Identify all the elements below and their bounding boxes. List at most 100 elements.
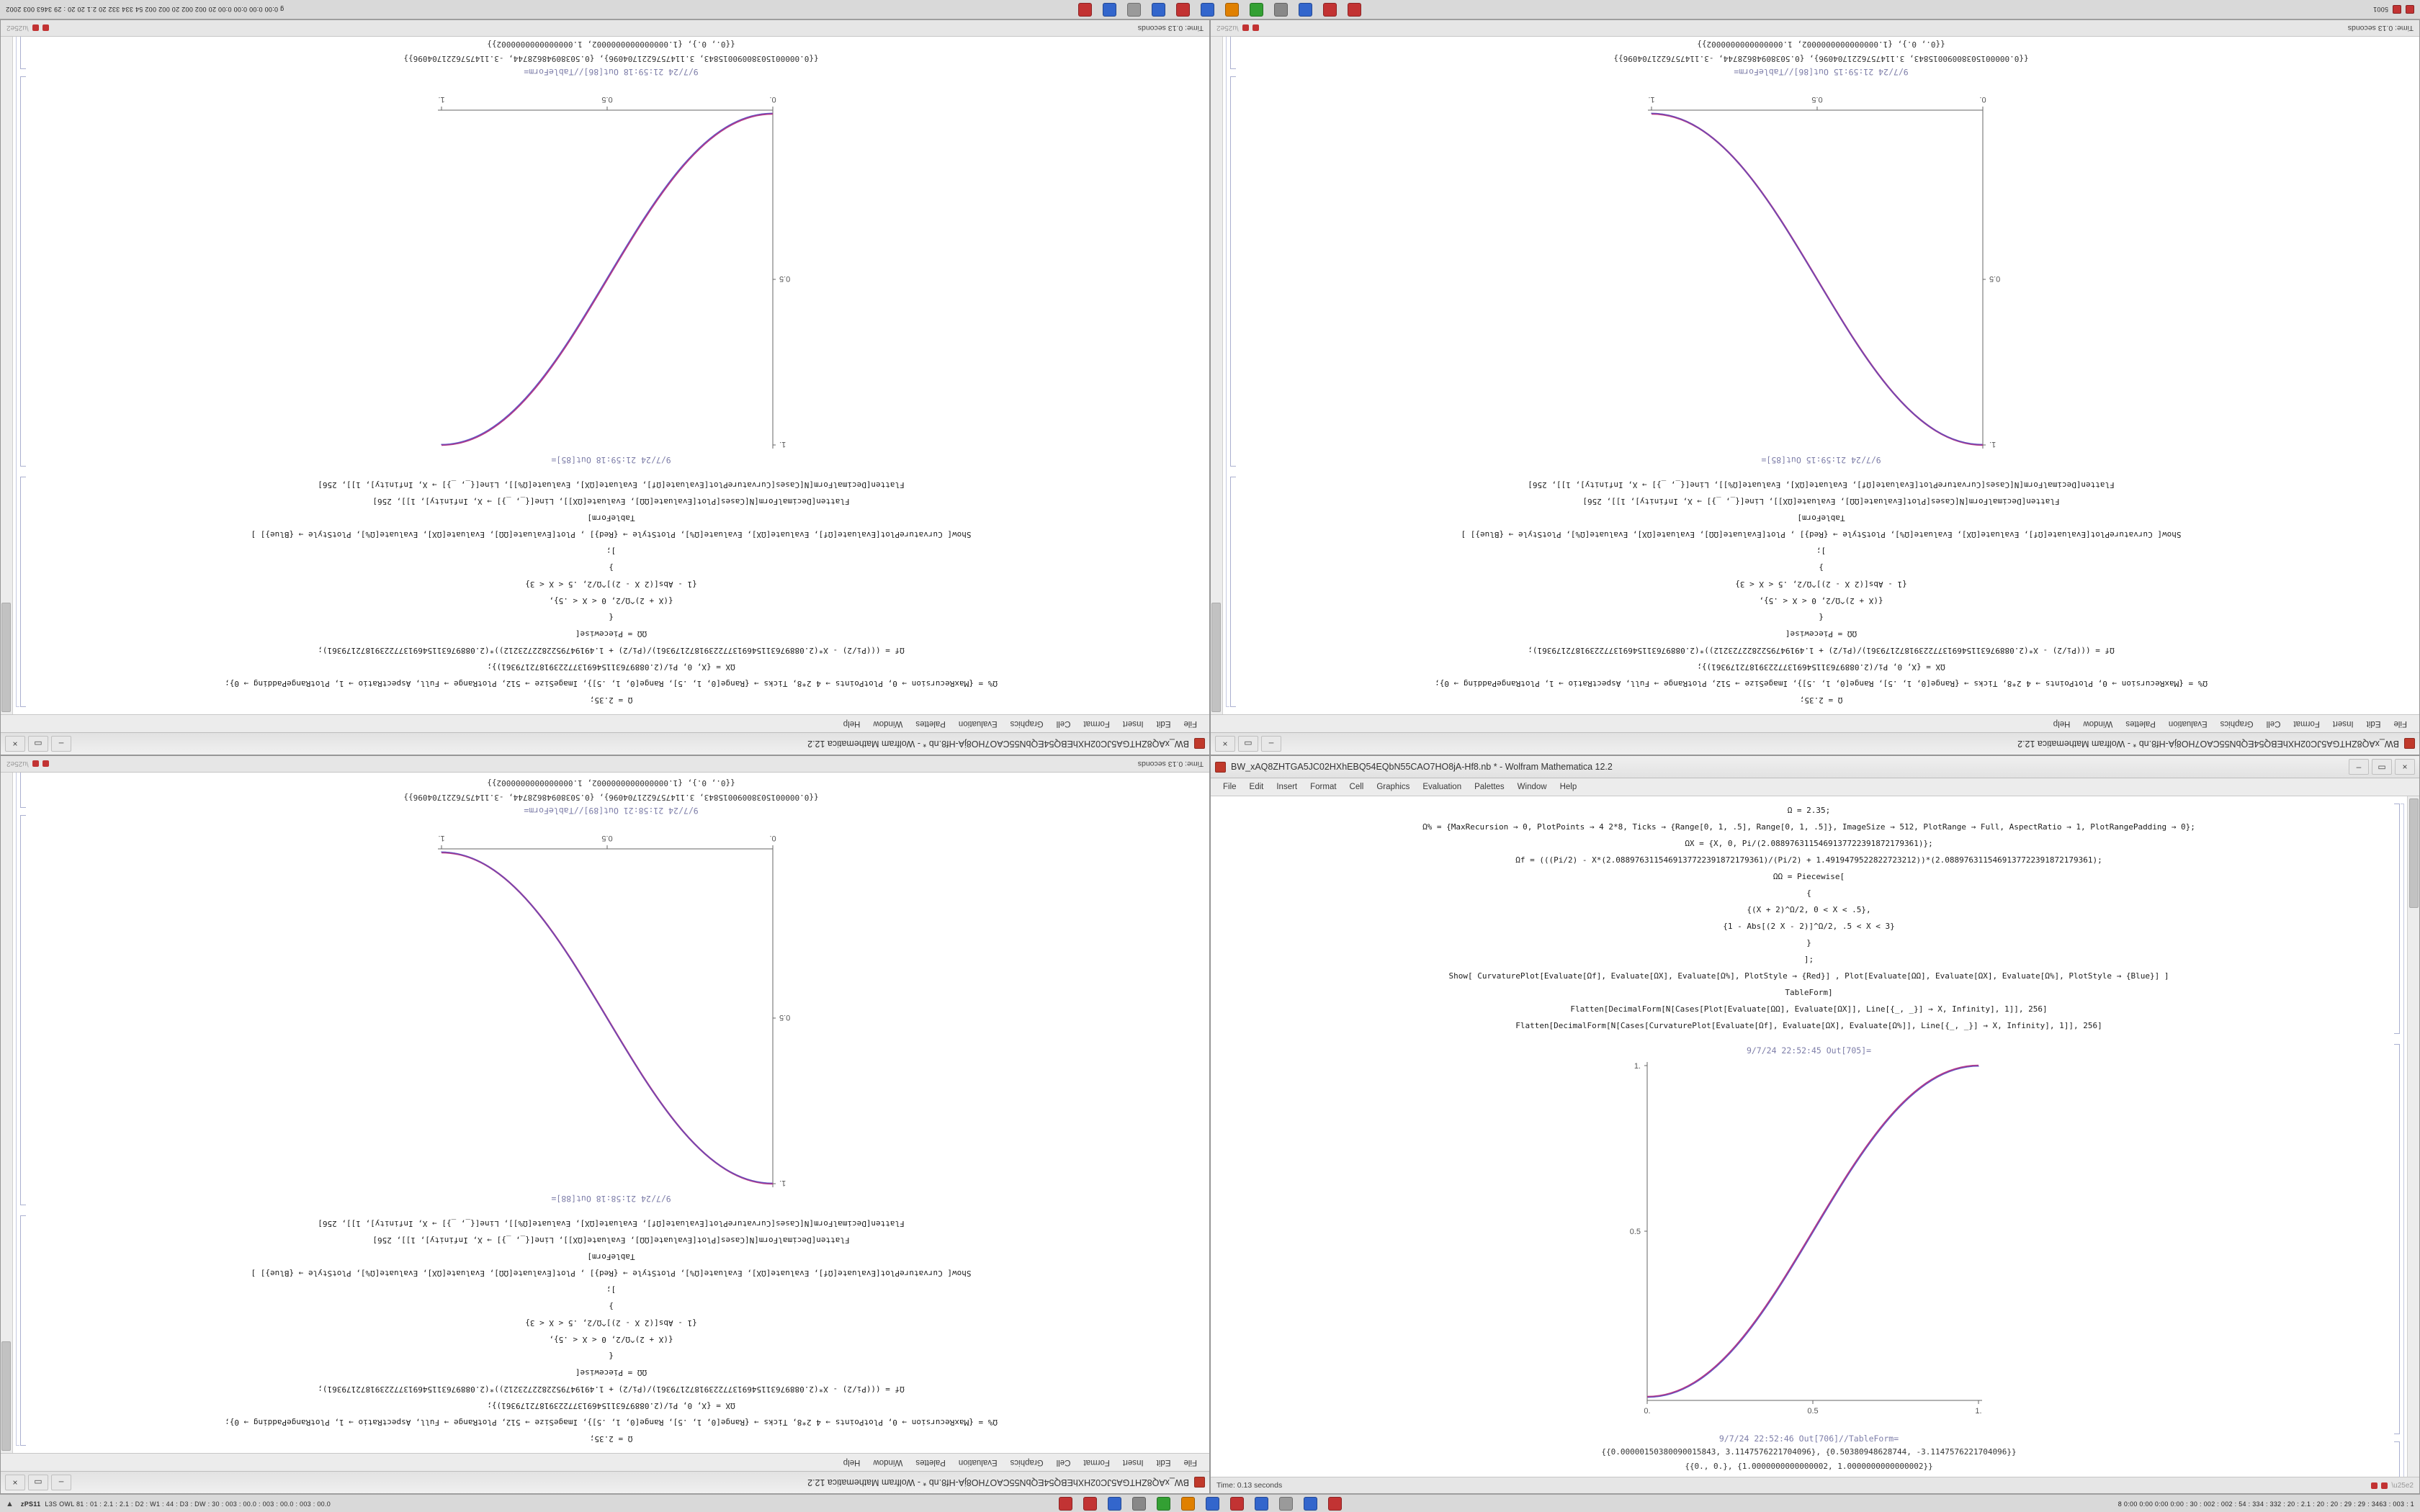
taskbar-app-icon[interactable]: [1083, 1497, 1097, 1511]
menu-item[interactable]: Insert: [1122, 1458, 1144, 1467]
menu-item[interactable]: Cell: [1349, 783, 1364, 791]
close-button[interactable]: ×: [5, 736, 25, 752]
scrollbar-thumb[interactable]: [1211, 603, 1221, 712]
taskbar-app-icon[interactable]: [1225, 3, 1239, 17]
window-titlebar[interactable]: BW_xAQ8ZHTGA5JC02HXhEBQ54EQbN55CAO7HO8jA…: [1211, 732, 2419, 755]
taskbar-app-icon[interactable]: [1152, 3, 1165, 17]
taskbar-app-icon[interactable]: [1059, 1497, 1072, 1511]
menu-item[interactable]: Insert: [1276, 783, 1298, 791]
menu-item[interactable]: Graphics: [1376, 783, 1410, 791]
minimize-button[interactable]: –: [1261, 736, 1281, 752]
menu-item[interactable]: Window: [873, 719, 903, 728]
scrollbar[interactable]: [1, 37, 13, 714]
window-titlebar[interactable]: BW_xAQ8ZHTGA5JC02HXhEBQ54EQbN55CAO7HO8jA…: [1, 732, 1209, 755]
taskbar-window-list: [1059, 1497, 1342, 1511]
minimize-button[interactable]: –: [2349, 759, 2369, 775]
menu-item[interactable]: Cell: [1056, 719, 1071, 728]
close-button[interactable]: ×: [2395, 759, 2415, 775]
menu-item[interactable]: Palettes: [2125, 719, 2156, 728]
menu-item[interactable]: Graphics: [2220, 719, 2254, 728]
menu-item[interactable]: Help: [1559, 783, 1577, 791]
scrollbar[interactable]: [1, 773, 13, 1453]
scrollbar-thumb[interactable]: [2409, 798, 2419, 908]
menu-item[interactable]: Format: [1083, 719, 1110, 728]
maximize-button[interactable]: ▭: [28, 736, 48, 752]
menu-item[interactable]: Edit: [2366, 719, 2381, 728]
menu-item[interactable]: Graphics: [1010, 719, 1044, 728]
taskbar-app-icon[interactable]: [1181, 1497, 1195, 1511]
menu-item[interactable]: Window: [2083, 719, 2113, 728]
menu-item[interactable]: Evaluation: [958, 1458, 998, 1467]
minimize-button[interactable]: –: [51, 736, 71, 752]
menu-item[interactable]: Insert: [2332, 719, 2354, 728]
menu-item[interactable]: Help: [2053, 719, 2071, 728]
taskbar-app-icon[interactable]: [1348, 3, 1361, 17]
menu-item[interactable]: Edit: [1249, 783, 1264, 791]
taskbar-app-icon[interactable]: [1230, 1497, 1244, 1511]
menu-item[interactable]: Evaluation: [2168, 719, 2208, 728]
menu-item[interactable]: Palettes: [1474, 783, 1505, 791]
taskbar-launcher-icon[interactable]: [2406, 5, 2414, 14]
scrollbar[interactable]: [2407, 796, 2419, 1477]
taskbar-launcher-icon[interactable]: [2393, 5, 2401, 14]
taskbar-app-icon[interactable]: [1201, 3, 1214, 17]
resize-grip-icon[interactable]: \u25e2: [2391, 1481, 2414, 1490]
menu-item[interactable]: Format: [1083, 1458, 1110, 1467]
menu-item[interactable]: Window: [873, 1458, 903, 1467]
taskbar-app-icon[interactable]: [1279, 1497, 1293, 1511]
menu-item[interactable]: File: [2393, 719, 2407, 728]
maximize-button[interactable]: ▭: [28, 1475, 48, 1490]
taskbar-app-icon[interactable]: [1176, 3, 1190, 17]
scrollbar[interactable]: [1211, 37, 1223, 714]
menu-item[interactable]: Cell: [2266, 719, 2281, 728]
menu-item[interactable]: Palettes: [915, 719, 946, 728]
scrollbar-thumb[interactable]: [1, 1341, 11, 1451]
taskbar-expand-icon[interactable]: ▲: [6, 1500, 14, 1508]
taskbar-app-icon[interactable]: [1328, 1497, 1342, 1511]
menu-item[interactable]: Evaluation: [958, 719, 998, 728]
menu-item[interactable]: Cell: [1056, 1458, 1071, 1467]
resize-grip-icon[interactable]: \u25e2: [6, 760, 29, 768]
menu-item[interactable]: Edit: [1156, 719, 1171, 728]
menu-item[interactable]: Graphics: [1010, 1458, 1044, 1467]
scrollbar-thumb[interactable]: [1, 603, 11, 712]
window-titlebar[interactable]: BW_xAQ8ZHTGA5JC02HXhEBQ54EQbN55CAO7HO8jA…: [1211, 756, 2419, 778]
menu-item[interactable]: Window: [1517, 783, 1547, 791]
minimize-button[interactable]: –: [51, 1475, 71, 1490]
close-button[interactable]: ×: [5, 1475, 25, 1490]
menu-item[interactable]: Format: [1310, 783, 1337, 791]
taskbar-app-icon[interactable]: [1299, 3, 1312, 17]
menu-item[interactable]: Help: [843, 719, 861, 728]
input-cell-line: Ω% = {MaxRecursion → 0, PlotPoints → 4 2…: [225, 1418, 998, 1427]
taskbar-app-icon[interactable]: [1255, 1497, 1268, 1511]
x-tick-label: 0.5: [1812, 95, 1823, 104]
taskbar-app-icon[interactable]: [1274, 3, 1288, 17]
taskbar-app-icon[interactable]: [1103, 3, 1116, 17]
taskbar-app-icon[interactable]: [1132, 1497, 1146, 1511]
taskbar-app-icon[interactable]: [1304, 1497, 1317, 1511]
menu-item[interactable]: Edit: [1156, 1458, 1171, 1467]
taskbar-app-icon[interactable]: [1078, 3, 1092, 17]
taskbar-app-icon[interactable]: [1157, 1497, 1170, 1511]
taskbar-app-icon[interactable]: [1127, 3, 1141, 17]
resize-grip-icon[interactable]: \u25e2: [6, 24, 29, 32]
plot-curve-blue: [1647, 1066, 1979, 1398]
menu-item[interactable]: Evaluation: [1422, 783, 1462, 791]
menu-item[interactable]: File: [1183, 1458, 1197, 1467]
input-cell-line: TableForm]: [587, 1252, 635, 1261]
maximize-button[interactable]: ▭: [1238, 736, 1258, 752]
taskbar-app-icon[interactable]: [1108, 1497, 1121, 1511]
menu-item[interactable]: File: [1223, 783, 1237, 791]
taskbar-app-icon[interactable]: [1250, 3, 1263, 17]
menu-item[interactable]: File: [1183, 719, 1197, 728]
window-titlebar[interactable]: BW_xAQ8ZHTGA5JC02HXhEBQ54EQbN55CAO7HO8jA…: [1, 1471, 1209, 1493]
menu-item[interactable]: Help: [843, 1458, 861, 1467]
menu-item[interactable]: Format: [2293, 719, 2320, 728]
close-button[interactable]: ×: [1215, 736, 1235, 752]
menu-item[interactable]: Palettes: [915, 1458, 946, 1467]
resize-grip-icon[interactable]: \u25e2: [1216, 24, 1239, 32]
taskbar-app-icon[interactable]: [1323, 3, 1337, 17]
maximize-button[interactable]: ▭: [2372, 759, 2392, 775]
menu-item[interactable]: Insert: [1122, 719, 1144, 728]
taskbar-app-icon[interactable]: [1206, 1497, 1219, 1511]
